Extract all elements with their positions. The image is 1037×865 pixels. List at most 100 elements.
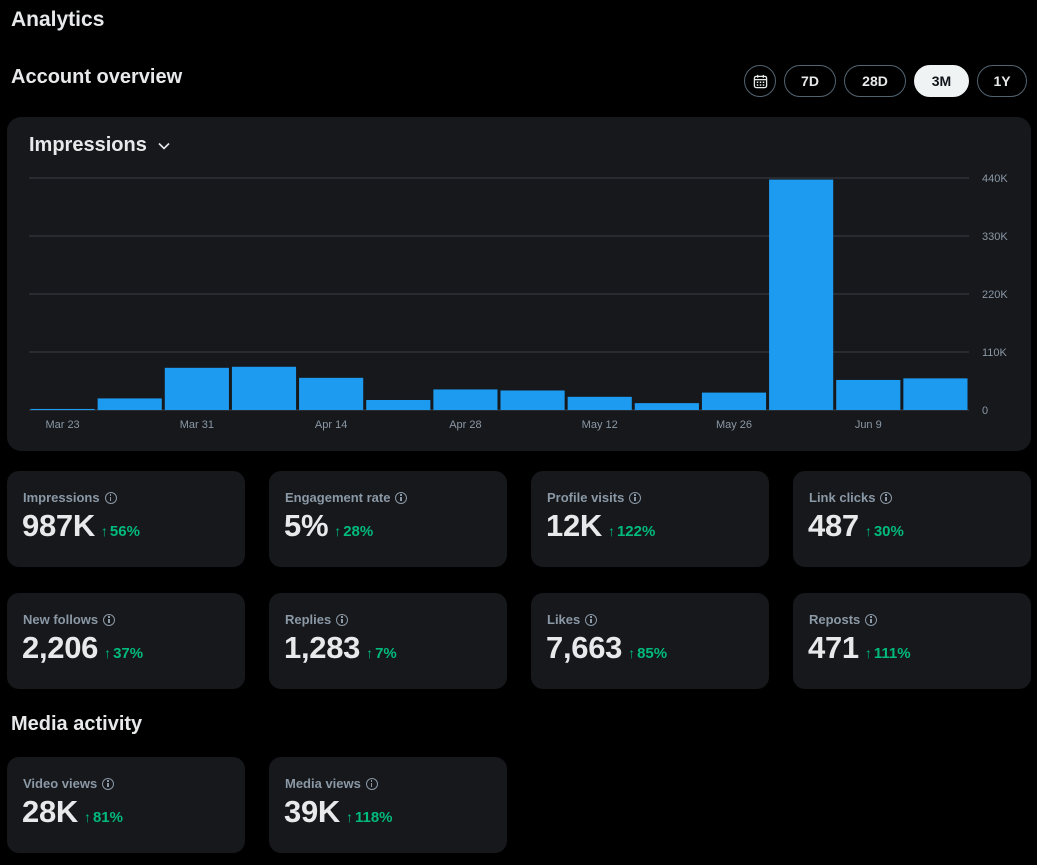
arrow-up-icon: ↑ [864,645,872,661]
stat-label: Likes [547,612,581,627]
stat-card-likes: Likes 7,663 ↑ 85% [531,593,769,689]
metric-selector-label: Impressions [29,134,147,156]
info-icon[interactable] [395,491,408,504]
media-activity-title: Media activity [11,713,143,735]
stat-value: 5% [284,508,329,543]
arrow-up-icon: ↑ [83,809,91,825]
stat-label: Engagement rate [285,490,391,505]
arrow-up-icon: ↑ [366,645,374,661]
chart-bar[interactable] [500,390,565,410]
chart-bar[interactable] [567,396,632,410]
y-tick-label: 440K [982,173,1008,185]
chart-bar[interactable] [97,398,162,410]
stat-change: ↑ 7% [366,644,397,662]
y-tick-label: 110K [982,347,1008,359]
range-3m-button[interactable]: 3M [914,65,969,97]
chart-bar[interactable] [634,403,699,410]
info-icon[interactable] [865,613,878,626]
stat-label: Video views [23,776,98,791]
stat-value: 12K [546,508,602,543]
x-tick-label: May 12 [582,419,618,431]
stat-change: ↑ 81% [83,808,123,826]
impressions-chart-card: 0 110K 220K 330K 440K Mar 23 Mar 31 Apr 14 Apr 2… [7,117,1031,451]
chart-bar[interactable] [433,389,498,410]
account-overview-title: Account overview [11,66,183,88]
arrow-up-icon: ↑ [864,523,872,539]
stat-value: 7,663 [546,630,623,665]
chart-bar[interactable] [164,367,229,410]
chart-bar[interactable] [366,399,431,410]
stat-change: ↑ 56% [100,522,140,540]
range-1y-button[interactable]: 1Y [977,65,1027,97]
x-tick-label: Jun 9 [855,419,882,431]
arrow-up-icon: ↑ [345,809,353,825]
stat-change: ↑ 122% [607,522,656,540]
range-7d-button[interactable]: 7D [784,65,836,97]
info-icon[interactable] [880,491,893,504]
stat-value: 39K [284,794,340,829]
x-tick-label: May 26 [716,419,752,431]
arrow-up-icon: ↑ [628,645,636,661]
stat-value: 28K [22,794,78,829]
stat-label: Reposts [809,612,861,627]
info-icon[interactable] [102,777,115,790]
stat-card-profile-visits: Profile visits 12K ↑ 122% [531,471,769,567]
stat-change: ↑ 85% [628,644,668,662]
arrow-up-icon: ↑ [334,523,342,539]
chart-bar[interactable] [30,408,95,410]
chart-bar[interactable] [299,377,364,410]
x-tick-label: Apr 14 [315,419,347,431]
stat-change: ↑ 111% [864,644,911,662]
chart-bar[interactable] [903,378,968,410]
chart-bar[interactable] [836,379,901,410]
stat-change: ↑ 30% [864,522,904,540]
info-icon[interactable] [629,491,642,504]
y-tick-label: 220K [982,289,1008,301]
stat-card-engagement-rate: Engagement rate 5% ↑ 28% [269,471,507,567]
stat-value: 987K [22,508,95,543]
info-icon[interactable] [336,613,349,626]
arrow-up-icon: ↑ [100,523,108,539]
stat-change: ↑ 37% [104,644,144,662]
stat-label: Replies [285,612,332,627]
stat-label: Media views [285,776,361,791]
stat-change: ↑ 28% [334,522,374,540]
stat-card-reposts: Reposts 471 ↑ 111% [793,593,1031,689]
stat-card-video-views: Video views 28K ↑ 81% [7,757,245,853]
calendar-button[interactable] [744,65,776,97]
stat-change: ↑ 118% [345,808,393,826]
stat-value: 471 [808,630,859,665]
x-tick-label: Apr 28 [449,419,481,431]
stat-value: 487 [808,508,859,543]
stat-card-new-follows: New follows 2,206 ↑ 37% [7,593,245,689]
page-title: Analytics [11,8,105,31]
y-tick-label: 0 [982,405,988,417]
x-tick-label: Mar 23 [45,419,79,431]
y-tick-label: 330K [982,231,1008,243]
stat-label: Impressions [23,490,100,505]
arrow-up-icon: ↑ [104,645,112,661]
metric-selector[interactable]: Impressions [29,134,171,157]
stat-label: Profile visits [547,490,625,505]
stat-value: 2,206 [22,630,99,665]
chart-bar[interactable] [701,392,767,410]
impressions-bar-chart: 0 110K 220K 330K 440K Mar 23 Mar 31 Apr 14 Apr 2… [29,173,1008,431]
info-icon[interactable] [104,491,117,504]
date-range-selector: 7D 28D 3M 1Y [744,65,1027,97]
x-tick-label: Mar 31 [180,419,214,431]
calendar-icon [753,74,767,88]
arrow-up-icon: ↑ [607,523,615,539]
info-icon[interactable] [585,613,598,626]
stat-label: Link clicks [809,490,876,505]
stat-card-impressions: Impressions 987K ↑ 56% [7,471,245,567]
info-icon[interactable] [365,777,378,790]
chevron-down-icon [158,142,170,150]
stat-card-link-clicks: Link clicks 487 ↑ 30% [793,471,1031,567]
range-28d-button[interactable]: 28D [844,65,906,97]
stat-label: New follows [23,612,99,627]
chart-bar[interactable] [231,366,297,410]
stat-card-replies: Replies 1,283 ↑ 7% [269,593,507,689]
info-icon[interactable] [103,613,116,626]
chart-bar[interactable] [769,179,834,410]
stat-value: 1,283 [284,630,361,665]
